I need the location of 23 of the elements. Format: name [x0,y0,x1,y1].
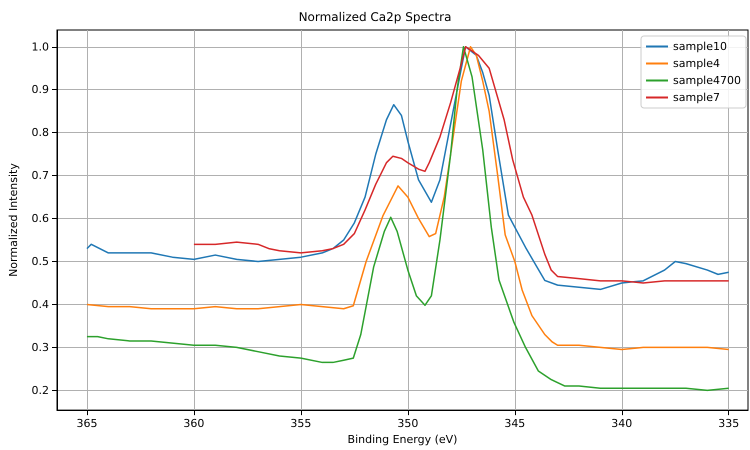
y-tick-label: 0.9 [32,83,49,96]
legend-label: sample4700 [673,74,742,87]
x-tick-label: 335 [718,417,740,430]
x-tick-label: 360 [183,417,204,430]
x-tick-label: 355 [290,417,312,430]
legend-label: sample7 [673,91,720,104]
x-tick-label: 350 [397,417,418,430]
y-tick-label: 1.0 [32,40,49,54]
y-tick-label: 0.7 [32,169,49,182]
y-tick-label: 0.2 [32,384,49,397]
y-axis-title: Normalized Intensity [7,162,20,277]
y-tick-label: 0.5 [32,254,49,268]
x-axis-title: Binding Energy (eV) [348,433,458,446]
y-tick-label: 0.4 [32,298,49,311]
legend-label: sample10 [673,40,728,53]
x-tick-label: 340 [611,417,632,430]
y-tick-label: 0.3 [32,340,49,354]
y-tick-label: 0.8 [32,126,49,140]
legend-label: sample4 [673,57,720,70]
x-tick-label: 365 [76,417,98,430]
x-tick-label: 345 [504,417,526,430]
chart-title: Normalized Ca2p Spectra [298,10,452,24]
y-tick-label: 0.6 [32,212,49,226]
